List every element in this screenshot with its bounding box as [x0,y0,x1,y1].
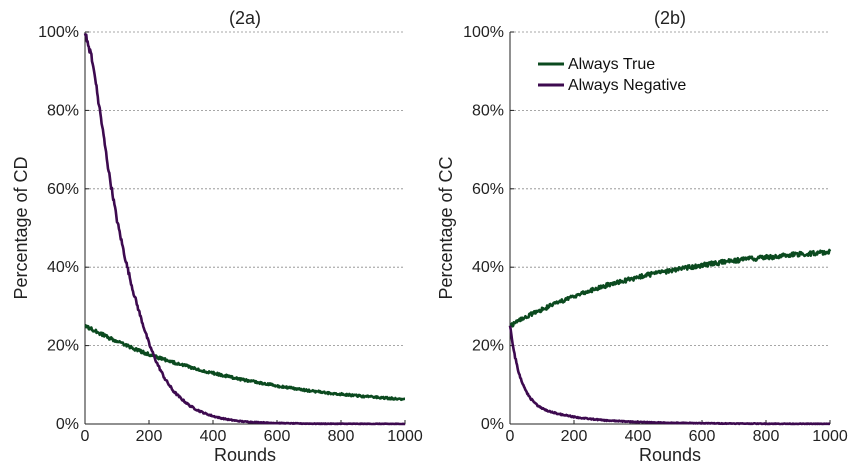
x-axis-label: Rounds [214,445,276,465]
x-tick-label: 1000 [812,428,848,445]
x-tick-label: 400 [625,428,652,445]
x-tick-label: 600 [689,428,716,445]
y-tick-label: 100% [38,24,79,41]
y-tick-label: 0% [481,416,504,433]
y-tick-label: 20% [472,338,504,355]
chart-title: (2a) [229,8,261,28]
y-tick-label: 40% [472,259,504,276]
x-tick-label: 1000 [387,428,423,445]
x-tick-label: 800 [753,428,780,445]
y-tick-label: 60% [47,181,79,198]
y-tick-label: 100% [463,24,504,41]
legend-label: Always Negative [568,77,686,94]
chart-title: (2b) [654,8,686,28]
y-tick-label: 60% [472,181,504,198]
x-tick-label: 0 [81,428,90,445]
x-tick-label: 400 [200,428,227,445]
y-tick-label: 0% [56,416,79,433]
chart-panel-2b: 0% 20% 40% 60% 80% 100% 0 200 400 600 800 1000 (2b) R… [436,8,848,465]
y-axis-label: Percentage of CC [436,156,456,299]
x-tick-label: 0 [506,428,515,445]
series-line-always-negative [83,33,406,426]
y-tick-label: 80% [47,102,79,119]
x-tick-label: 600 [264,428,291,445]
y-tick-label: 80% [472,102,504,119]
legend-label: Always True [568,56,655,73]
y-axis-label: Percentage of CD [11,156,31,299]
chart-panel-2a: 0% 20% 40% 60% 80% 100% 0 200 400 600 800 1000 (2a) R… [11,8,423,465]
x-axis-label: Rounds [639,445,701,465]
series-line-always-negative [508,325,831,426]
x-tick-label: 200 [136,428,163,445]
y-tick-label: 20% [47,338,79,355]
y-tick-label: 40% [47,259,79,276]
x-tick-label: 800 [328,428,355,445]
x-tick-label: 200 [561,428,588,445]
series-line-always-true [84,323,406,402]
series-line-always-true [508,248,832,329]
